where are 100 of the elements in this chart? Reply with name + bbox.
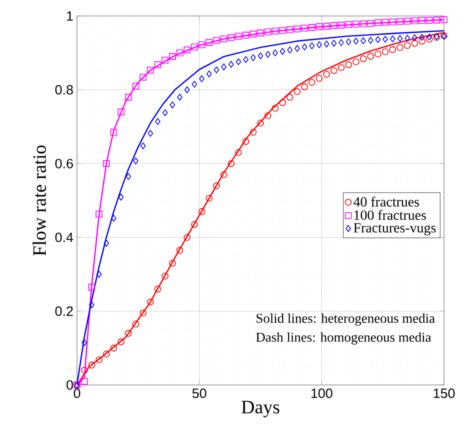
point — [228, 34, 235, 41]
point — [104, 240, 110, 247]
point — [198, 41, 206, 48]
point — [316, 41, 322, 48]
point — [353, 38, 359, 44]
point — [287, 46, 293, 54]
point — [162, 272, 168, 280]
point — [280, 48, 286, 55]
point — [220, 35, 228, 42]
point — [367, 20, 374, 27]
legend-label: 40 fractrues — [354, 196, 419, 207]
point — [330, 22, 338, 29]
point — [352, 20, 360, 28]
point — [390, 35, 396, 42]
point — [162, 56, 168, 64]
point — [126, 173, 132, 180]
point — [257, 30, 264, 36]
point — [375, 36, 381, 43]
point — [88, 284, 96, 291]
point — [279, 26, 286, 34]
point — [140, 310, 146, 316]
point — [308, 24, 316, 31]
point — [221, 64, 226, 70]
x-axis-title: Days — [242, 400, 280, 418]
point — [110, 344, 118, 352]
point — [132, 320, 140, 328]
point — [140, 142, 146, 150]
point — [368, 36, 374, 44]
point — [140, 74, 146, 81]
point — [345, 21, 352, 28]
y-tick-label: 1 — [67, 11, 73, 21]
point — [338, 39, 344, 46]
x-tick-label: 100 — [311, 388, 332, 398]
point — [404, 34, 410, 42]
point — [316, 74, 323, 82]
point — [397, 35, 403, 42]
point — [213, 36, 220, 44]
point — [382, 48, 389, 56]
point — [250, 128, 257, 136]
point — [118, 108, 124, 116]
point — [308, 79, 316, 86]
point — [102, 160, 110, 167]
point — [199, 75, 204, 82]
point — [132, 82, 140, 90]
point — [148, 130, 154, 137]
point — [162, 109, 168, 116]
point — [147, 298, 154, 306]
point — [396, 44, 404, 51]
point — [257, 120, 264, 126]
annotation: Dash lines: homogeneous media — [256, 332, 432, 345]
point — [345, 61, 352, 68]
point — [426, 17, 433, 24]
point — [184, 86, 190, 94]
point — [206, 194, 213, 202]
y-tick-label: 0.4 — [55, 232, 74, 242]
point — [265, 50, 270, 58]
point — [316, 23, 323, 30]
point — [220, 171, 228, 178]
point — [426, 34, 432, 40]
point — [331, 40, 337, 47]
point — [184, 46, 191, 54]
point — [346, 38, 352, 46]
point — [250, 30, 257, 38]
point — [360, 20, 367, 28]
point — [338, 64, 345, 72]
point — [228, 160, 235, 167]
point — [198, 208, 206, 215]
point — [169, 53, 176, 60]
point — [88, 362, 96, 368]
point — [396, 18, 404, 25]
point — [272, 104, 279, 112]
point — [279, 99, 286, 106]
point — [213, 182, 220, 190]
point — [389, 46, 396, 53]
point — [250, 54, 256, 62]
point — [111, 214, 116, 222]
point — [206, 70, 212, 78]
point — [82, 339, 87, 346]
point — [433, 16, 440, 24]
point — [110, 128, 118, 136]
point — [235, 149, 242, 156]
point — [440, 16, 448, 24]
point — [214, 66, 220, 74]
point — [338, 22, 345, 29]
point — [80, 366, 88, 374]
point — [330, 67, 338, 74]
point — [264, 112, 272, 120]
point — [170, 102, 176, 108]
point — [258, 52, 264, 60]
point — [323, 22, 330, 30]
point — [89, 302, 94, 308]
point — [301, 24, 308, 32]
point — [169, 260, 176, 267]
point — [404, 42, 411, 49]
point — [236, 58, 242, 66]
point — [360, 55, 367, 62]
point — [294, 88, 301, 96]
point — [192, 80, 198, 88]
point — [294, 45, 300, 52]
annotation: Solid lines: heterogeneous media — [256, 313, 435, 326]
